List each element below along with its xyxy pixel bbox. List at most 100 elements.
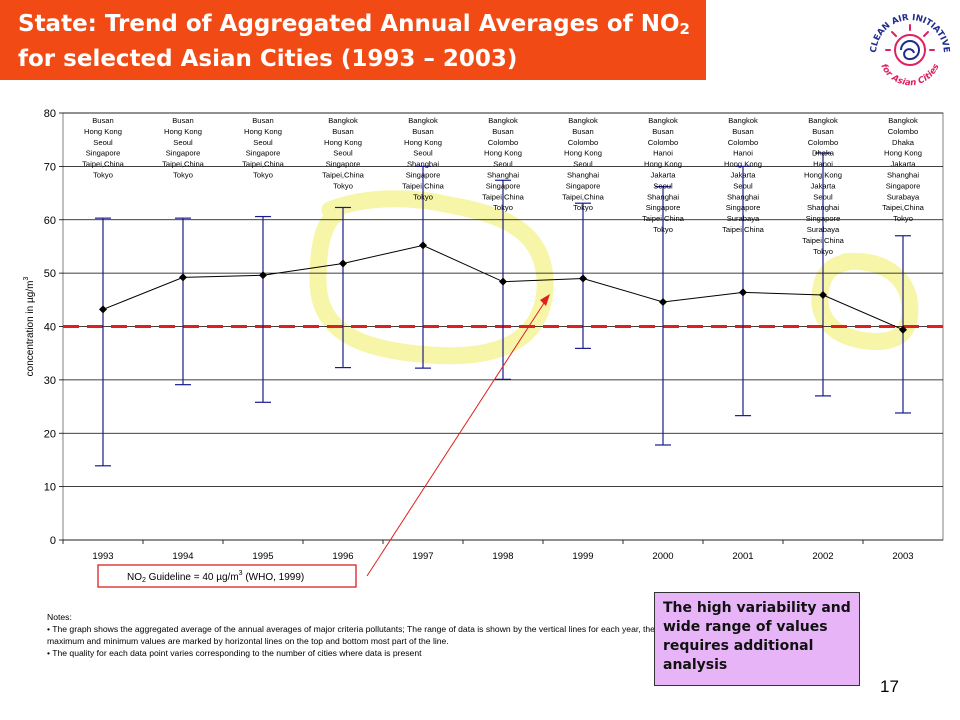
x-tick-label-1994: 1994 bbox=[172, 551, 193, 562]
y-tick-label-60: 60 bbox=[44, 215, 56, 227]
mean-point-1998 bbox=[499, 277, 507, 286]
city-label-2001-8: Singapore bbox=[726, 203, 761, 212]
logo-text-top: CLEAN AIR INITIATIVE bbox=[869, 13, 951, 53]
city-label-1999-1: Busan bbox=[572, 127, 594, 136]
city-label-1999-5: Shanghai bbox=[567, 171, 599, 180]
city-label-1998-2: Colombo bbox=[488, 138, 518, 147]
city-label-2001-10: Taipei,China bbox=[722, 225, 765, 234]
mean-point-1999 bbox=[579, 274, 587, 283]
city-lists: Busan Hong Kong Seoul Singapore Taipei,China… bbox=[82, 116, 925, 256]
city-label-2003-6: Singapore bbox=[886, 181, 921, 190]
city-label-2000-7: Shanghai bbox=[647, 192, 679, 201]
clean-air-initiative-logo: CLEAN AIR INITIATIVE for Asian Cities bbox=[869, 13, 951, 88]
city-label-2003-7: Surabaya bbox=[887, 192, 920, 201]
city-label-2000-9: Taipei,China bbox=[642, 214, 685, 223]
city-label-2000-0: Bangkok bbox=[648, 116, 678, 125]
city-label-1994-3: Singapore bbox=[166, 149, 201, 158]
city-label-2001-0: Bangkok bbox=[728, 116, 758, 125]
y-axis-label: concentration in µg/m3 bbox=[23, 277, 36, 377]
city-label-1997-3: Seoul bbox=[413, 149, 433, 158]
city-label-2002-11: Taipei,China bbox=[802, 236, 845, 245]
city-label-2002-2: Colombo bbox=[808, 138, 838, 147]
city-label-1996-5: Taipei,China bbox=[322, 171, 365, 180]
note-2: • The quality for each data point varies… bbox=[47, 648, 422, 658]
city-label-1998-4: Seoul bbox=[493, 160, 513, 169]
city-label-1993-3: Singapore bbox=[86, 149, 121, 158]
title-line-1: State: Trend of Aggregated Annual Averag… bbox=[18, 11, 680, 37]
highlight-ellipse-1997 bbox=[309, 190, 554, 365]
city-label-2002-4: Hanoi bbox=[813, 160, 833, 169]
city-label-1996-3: Seoul bbox=[333, 149, 353, 158]
city-label-1994-4: Taipei,China bbox=[162, 160, 205, 169]
mean-point-1994 bbox=[179, 273, 187, 282]
analysis-callout: The high variability and wide range of v… bbox=[654, 592, 860, 686]
city-label-1995-5: Tokyo bbox=[253, 171, 273, 180]
city-label-1998-3: Hong Kong bbox=[484, 149, 522, 158]
city-label-1993-5: Tokyo bbox=[93, 171, 113, 180]
x-tick-label-2000: 2000 bbox=[652, 551, 673, 562]
city-label-1994-0: Busan bbox=[172, 116, 194, 125]
city-label-1998-5: Shanghai bbox=[487, 171, 519, 180]
city-label-1997-7: Tokyo bbox=[413, 192, 433, 201]
city-label-1997-2: Hong Kong bbox=[404, 138, 442, 147]
x-tick-label-2002: 2002 bbox=[812, 551, 833, 562]
city-label-1993-0: Busan bbox=[92, 116, 114, 125]
city-label-1998-1: Busan bbox=[492, 127, 514, 136]
city-label-1999-2: Colombo bbox=[568, 138, 598, 147]
city-label-1996-2: Hong Kong bbox=[324, 138, 362, 147]
city-label-1999-6: Singapore bbox=[566, 181, 601, 190]
city-label-2000-10: Tokyo bbox=[653, 225, 673, 234]
y-tick-label-70: 70 bbox=[44, 161, 56, 173]
city-label-1997-4: Shanghai bbox=[407, 160, 439, 169]
city-label-1996-6: Tokyo bbox=[333, 181, 353, 190]
city-label-2001-3: Hanoi bbox=[733, 149, 753, 158]
mean-point-2002 bbox=[819, 291, 827, 300]
logo-text-bottom: for Asian Cities bbox=[878, 62, 941, 88]
highlight-marks bbox=[309, 190, 919, 365]
highlight-ellipse-2003 bbox=[811, 252, 919, 350]
mean-point-2001 bbox=[739, 288, 747, 297]
x-tick-label-1993: 1993 bbox=[92, 551, 113, 562]
city-label-2000-4: Hong Kong bbox=[644, 160, 682, 169]
x-tick-label-1997: 1997 bbox=[412, 551, 433, 562]
city-label-2002-12: Tokyo bbox=[813, 247, 833, 256]
city-label-2002-9: Singapore bbox=[806, 214, 841, 223]
city-label-1997-6: Taipei,China bbox=[402, 181, 445, 190]
city-label-1997-0: Bangkok bbox=[408, 116, 438, 125]
city-label-1999-4: Seoul bbox=[573, 160, 593, 169]
y-axis-ticks: 0 10 20 30 40 50 60 70 80 bbox=[44, 108, 63, 547]
x-tick-label-1996: 1996 bbox=[332, 551, 353, 562]
city-label-2000-2: Colombo bbox=[648, 138, 678, 147]
city-label-1997-1: Busan bbox=[412, 127, 434, 136]
city-label-2001-4: Hong Kong bbox=[724, 160, 762, 169]
city-label-2000-6: Seoul bbox=[653, 181, 673, 190]
city-label-2001-9: Surabaya bbox=[727, 214, 760, 223]
note-1: • The graph shows the aggregated average… bbox=[47, 624, 655, 646]
city-label-2002-6: Jakarta bbox=[811, 181, 837, 190]
city-label-2003-8: Taipei,China bbox=[882, 203, 925, 212]
city-label-1999-3: Hong Kong bbox=[564, 149, 602, 158]
mean-points bbox=[99, 241, 907, 334]
city-label-2003-1: Colombo bbox=[888, 127, 918, 136]
x-tick-label-2003: 2003 bbox=[892, 551, 913, 562]
city-label-1996-4: Singapore bbox=[326, 160, 361, 169]
mean-point-2003 bbox=[899, 325, 907, 334]
city-label-2001-2: Colombo bbox=[728, 138, 758, 147]
city-label-2003-3: Hong Kong bbox=[884, 149, 922, 158]
city-label-1995-1: Hong Kong bbox=[244, 127, 282, 136]
guideline-label-box: NO2 Guideline = 40 µg/m3 (WHO, 1999) bbox=[97, 564, 357, 588]
callout-arrow bbox=[366, 294, 550, 577]
city-label-1999-0: Bangkok bbox=[568, 116, 598, 125]
city-label-1995-3: Singapore bbox=[246, 149, 281, 158]
x-tick-label-1995: 1995 bbox=[252, 551, 273, 562]
city-label-2000-5: Jakarta bbox=[651, 171, 677, 180]
city-label-2003-2: Dhaka bbox=[892, 138, 915, 147]
title-banner: State: Trend of Aggregated Annual Averag… bbox=[0, 0, 706, 80]
city-label-2000-1: Busan bbox=[652, 127, 674, 136]
city-label-1998-7: Taipei,China bbox=[482, 192, 525, 201]
slide-title: State: Trend of Aggregated Annual Averag… bbox=[18, 9, 690, 74]
city-label-2002-3: Dhaka bbox=[812, 149, 835, 158]
y-tick-label-20: 20 bbox=[44, 428, 56, 440]
city-label-2002-5: Hong Kong bbox=[804, 171, 842, 180]
svg-text:NO2 Guideline = 40 µg/m3 (WHO,: NO2 Guideline = 40 µg/m3 (WHO, 1999) bbox=[127, 570, 304, 584]
